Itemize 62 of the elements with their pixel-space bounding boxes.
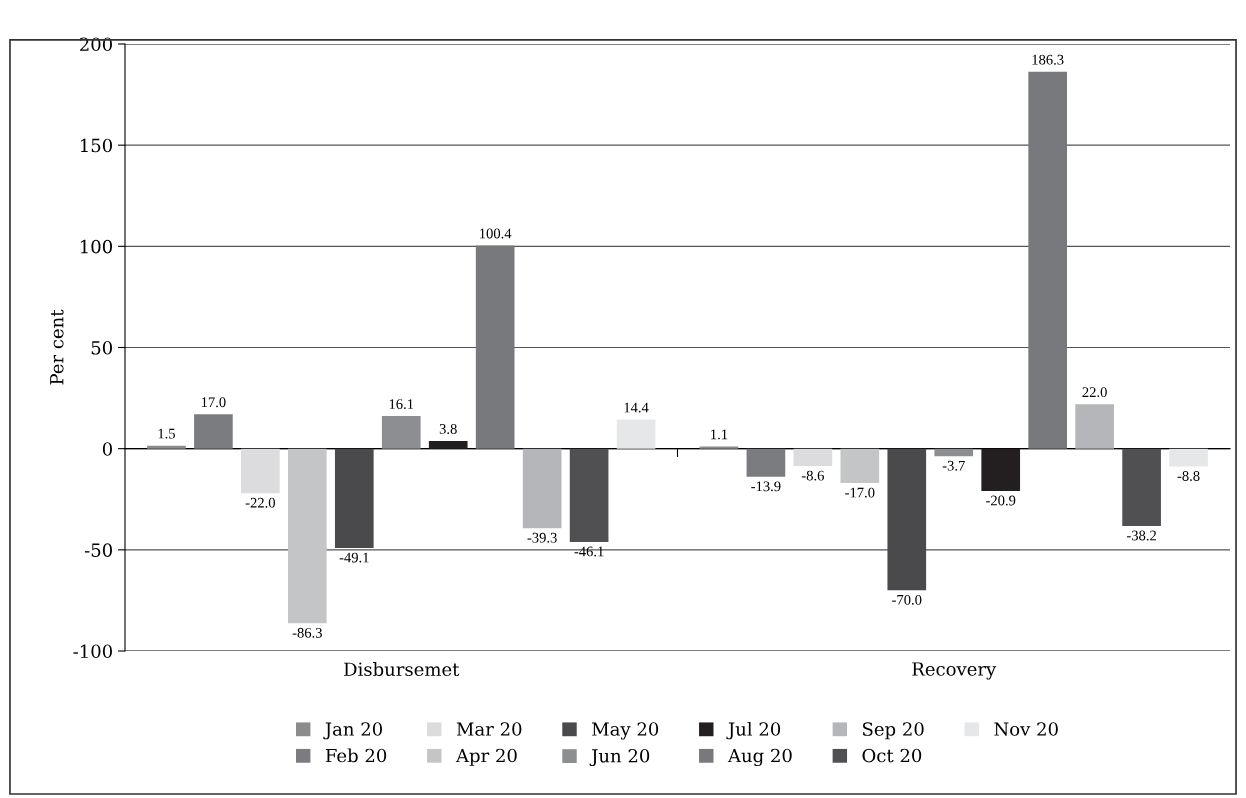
y-tick-label: -100 [73, 644, 112, 659]
data-label: -86.3 [292, 627, 322, 638]
bar [147, 445, 186, 449]
y-tick-label: 150 [80, 138, 112, 153]
bar [569, 448, 609, 542]
bar [475, 245, 515, 449]
y-tick-label: 0 [102, 442, 112, 456]
bar [793, 448, 833, 467]
data-label: -8.8 [1177, 471, 1200, 481]
data-label: 16.1 [389, 399, 414, 410]
legend-label: Aug 20 [727, 748, 792, 767]
data-label: -3.7 [942, 460, 965, 471]
bar [381, 416, 421, 449]
data-label: -17.0 [845, 487, 875, 498]
legend-label: Feb 20 [325, 748, 387, 763]
bar [699, 446, 739, 449]
bar [1122, 448, 1161, 526]
bar [428, 440, 468, 449]
data-label: 17.0 [201, 397, 226, 408]
legend-label: Jun 20 [589, 748, 650, 767]
bar [616, 419, 656, 449]
legend-label: Oct 20 [862, 748, 922, 763]
data-label: 14.4 [624, 402, 649, 413]
data-label: -20.9 [986, 495, 1016, 506]
legend-label: Nov 20 [994, 722, 1058, 736]
y-axis-title: Per cent [50, 309, 64, 385]
bar [840, 448, 880, 484]
bar [746, 448, 786, 477]
data-label: 3.8 [439, 424, 457, 434]
bar [981, 448, 1021, 491]
legend-label: May 20 [592, 722, 659, 740]
data-label: -8.6 [801, 470, 824, 481]
data-label: 1.1 [711, 429, 728, 440]
legend-label: Mar 20 [456, 722, 522, 736]
data-label: -38.2 [1126, 530, 1156, 541]
bar [1028, 71, 1068, 449]
legend-label: Jul 20 [726, 721, 781, 740]
data-label: -39.3 [527, 532, 557, 543]
data-label: -22.0 [245, 497, 275, 508]
data-label: 186.3 [1032, 54, 1064, 65]
bar [1075, 404, 1114, 449]
data-label: -46.1 [574, 546, 604, 557]
legend-label: Jan 20 [323, 722, 383, 740]
data-label: 100.4 [480, 228, 512, 239]
bar [241, 448, 280, 494]
x-tick-label: Recovery [912, 662, 997, 680]
legend-label: Apr 20 [455, 748, 517, 766]
bar [522, 448, 562, 529]
y-tick-label: -50 [84, 543, 112, 557]
bar [194, 414, 233, 449]
data-label: 1.5 [158, 428, 175, 439]
bar [287, 448, 327, 624]
legend-label: Sep 20 [863, 722, 924, 740]
bar [934, 448, 974, 457]
x-tick-label: Disbursemet [344, 662, 460, 677]
y-tick-label: 50 [91, 340, 112, 355]
data-label: -13.9 [751, 481, 781, 492]
data-label: -49.1 [339, 552, 369, 563]
data-label: -70.0 [892, 594, 922, 605]
y-tick-label: 100 [80, 239, 112, 254]
data-label: 22.0 [1082, 387, 1107, 398]
bar [1169, 448, 1208, 467]
